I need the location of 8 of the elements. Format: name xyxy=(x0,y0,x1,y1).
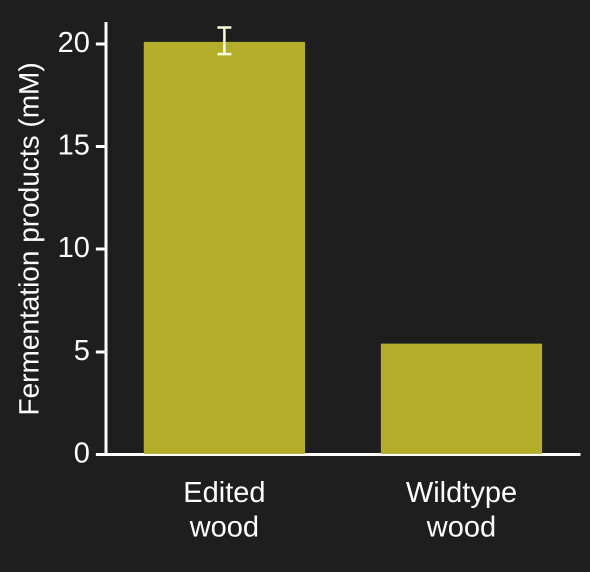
y-tick-label: 5 xyxy=(74,334,90,367)
x-tick-label: Edited wood xyxy=(183,476,266,544)
y-tick-label: 0 xyxy=(74,437,90,470)
y-axis-title: Fermentation products (mM) xyxy=(14,62,45,416)
y-tick-label: 15 xyxy=(58,130,90,162)
x-tick-label: Wildtype wood xyxy=(406,476,518,544)
y-tick-label: 10 xyxy=(58,232,90,264)
y-tick-label: 20 xyxy=(58,26,90,59)
